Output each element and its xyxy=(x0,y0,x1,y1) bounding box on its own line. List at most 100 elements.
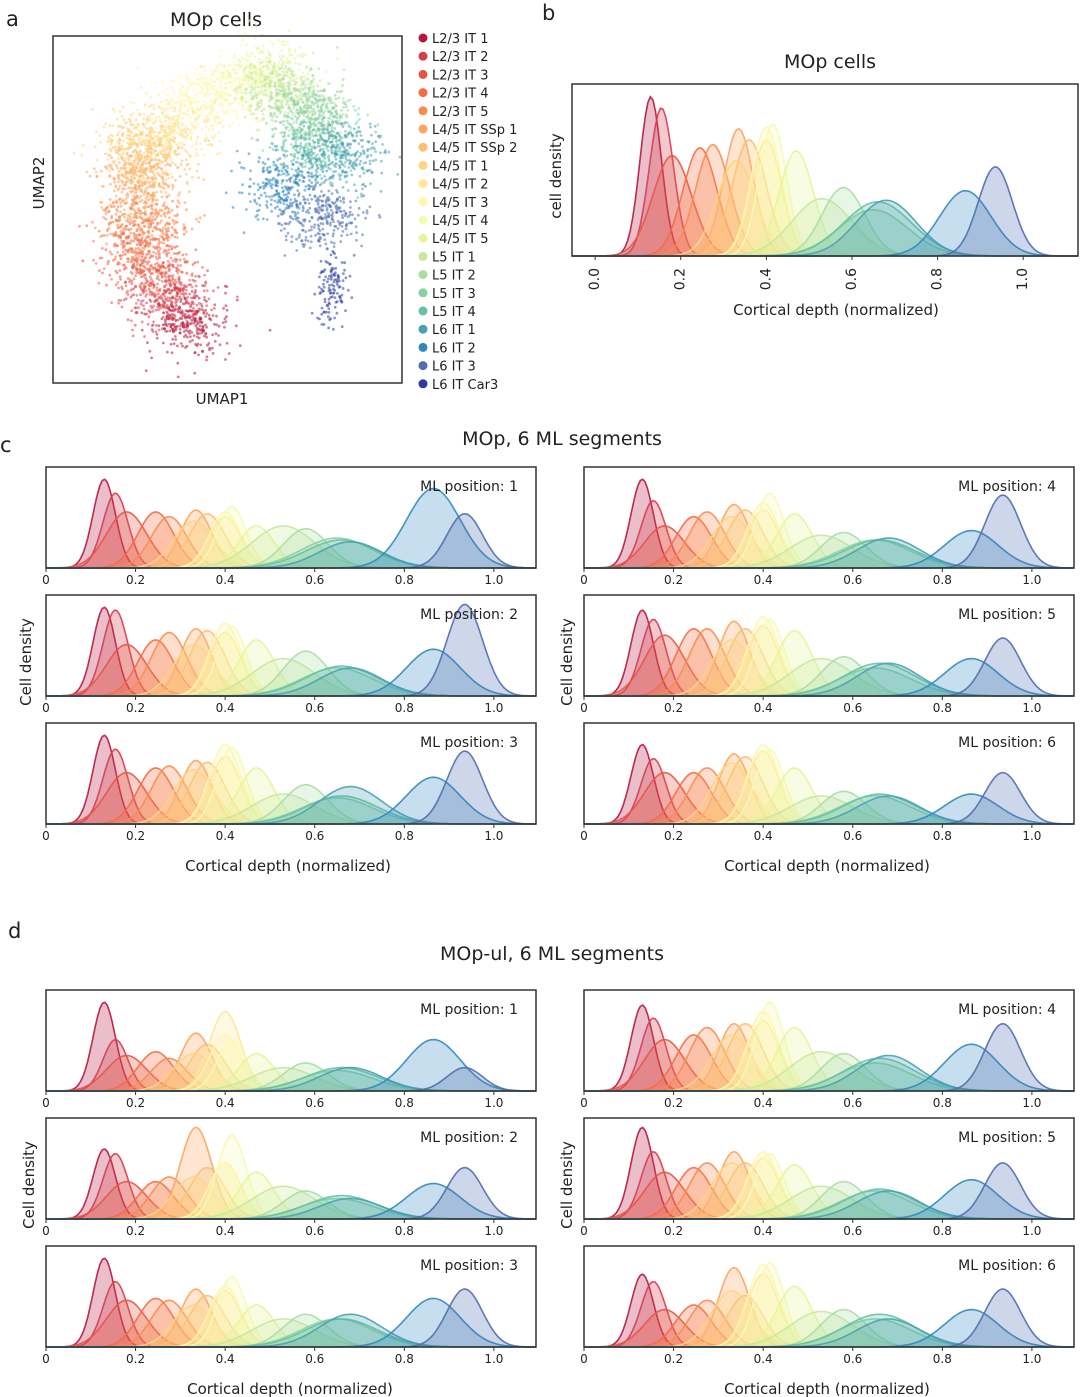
umap-point xyxy=(163,201,166,205)
umap-point xyxy=(328,116,332,120)
umap-point xyxy=(211,127,215,131)
umap-point xyxy=(271,119,275,123)
umap-point xyxy=(317,232,321,236)
umap-point xyxy=(115,164,118,168)
umap-point xyxy=(244,76,248,80)
umap-point xyxy=(338,177,342,181)
umap-point xyxy=(163,301,167,304)
umap-point xyxy=(206,88,210,92)
umap-point xyxy=(223,69,227,73)
umap-point xyxy=(330,215,334,219)
umap-point xyxy=(159,296,163,300)
umap-point xyxy=(278,208,282,212)
umap-point xyxy=(285,198,289,202)
umap-point xyxy=(118,109,122,113)
umap-point xyxy=(381,143,384,146)
umap-point xyxy=(197,72,201,76)
umap-point xyxy=(151,229,155,233)
umap-point xyxy=(173,288,177,292)
umap-point xyxy=(202,178,206,182)
umap-point xyxy=(358,162,362,166)
umap-point xyxy=(124,281,127,284)
umap-point xyxy=(176,344,179,348)
umap-point xyxy=(260,60,264,64)
umap-point xyxy=(97,269,101,272)
umap-point xyxy=(156,298,159,302)
umap-point xyxy=(341,84,344,87)
umap-point xyxy=(331,176,335,180)
umap-point xyxy=(221,124,225,128)
umap-point xyxy=(346,132,350,136)
umap-point xyxy=(168,244,172,248)
umap-point xyxy=(235,149,239,153)
umap-point xyxy=(304,95,308,99)
umap-point xyxy=(294,77,298,80)
umap-point xyxy=(272,76,275,79)
umap-point xyxy=(295,249,299,252)
umap-point xyxy=(326,211,330,215)
umap-point xyxy=(139,287,143,291)
umap-point xyxy=(148,164,152,168)
umap-point xyxy=(259,68,262,72)
umap-point xyxy=(301,71,305,75)
umap-point xyxy=(115,218,119,222)
umap-point xyxy=(135,142,139,146)
umap-point xyxy=(168,288,172,292)
umap-point xyxy=(116,157,120,160)
umap-point xyxy=(182,330,186,333)
umap-point xyxy=(91,108,94,111)
umap-point xyxy=(293,48,297,52)
umap-point xyxy=(118,275,122,279)
umap-cluster-9 xyxy=(109,86,225,176)
umap-point xyxy=(140,281,144,285)
umap-point xyxy=(248,100,252,104)
umap-point xyxy=(149,278,153,281)
umap-point xyxy=(321,94,325,98)
umap-point xyxy=(283,67,287,70)
umap-point xyxy=(296,205,300,208)
umap-point xyxy=(133,183,137,187)
umap-point xyxy=(254,215,258,219)
umap-point xyxy=(169,279,173,283)
umap-point xyxy=(141,299,145,302)
umap-point xyxy=(145,301,149,305)
umap-point xyxy=(112,177,116,181)
umap-point xyxy=(145,121,149,125)
umap-point xyxy=(164,278,168,282)
umap-point xyxy=(149,194,153,198)
umap-point xyxy=(115,244,119,248)
umap-point xyxy=(128,278,132,282)
umap-point xyxy=(214,103,218,106)
umap-point xyxy=(359,159,363,163)
umap-point xyxy=(144,200,148,204)
umap-point xyxy=(338,131,342,135)
umap-point xyxy=(106,158,110,162)
umap-point xyxy=(195,303,199,307)
umap-point xyxy=(143,312,146,316)
umap-point xyxy=(321,143,325,146)
umap-point xyxy=(134,153,138,157)
umap-point xyxy=(140,320,144,324)
umap-point xyxy=(374,130,377,134)
umap-point xyxy=(190,122,194,126)
umap-point xyxy=(330,240,333,244)
umap-point xyxy=(173,278,177,282)
umap-point xyxy=(340,109,343,112)
umap-point xyxy=(335,139,339,142)
umap-point xyxy=(152,169,155,173)
umap-point xyxy=(145,92,148,95)
umap-point xyxy=(160,79,164,83)
umap-point xyxy=(284,238,288,242)
umap-point xyxy=(184,333,188,337)
umap-point xyxy=(306,86,310,90)
umap-point xyxy=(209,108,213,111)
umap-point xyxy=(200,304,204,308)
umap-point xyxy=(259,86,263,89)
umap-point xyxy=(158,159,162,163)
umap-point xyxy=(151,215,155,219)
umap-point xyxy=(173,141,177,145)
umap-point xyxy=(256,103,260,106)
umap-point xyxy=(161,135,165,138)
umap-point xyxy=(285,99,289,103)
umap-point xyxy=(133,223,137,226)
